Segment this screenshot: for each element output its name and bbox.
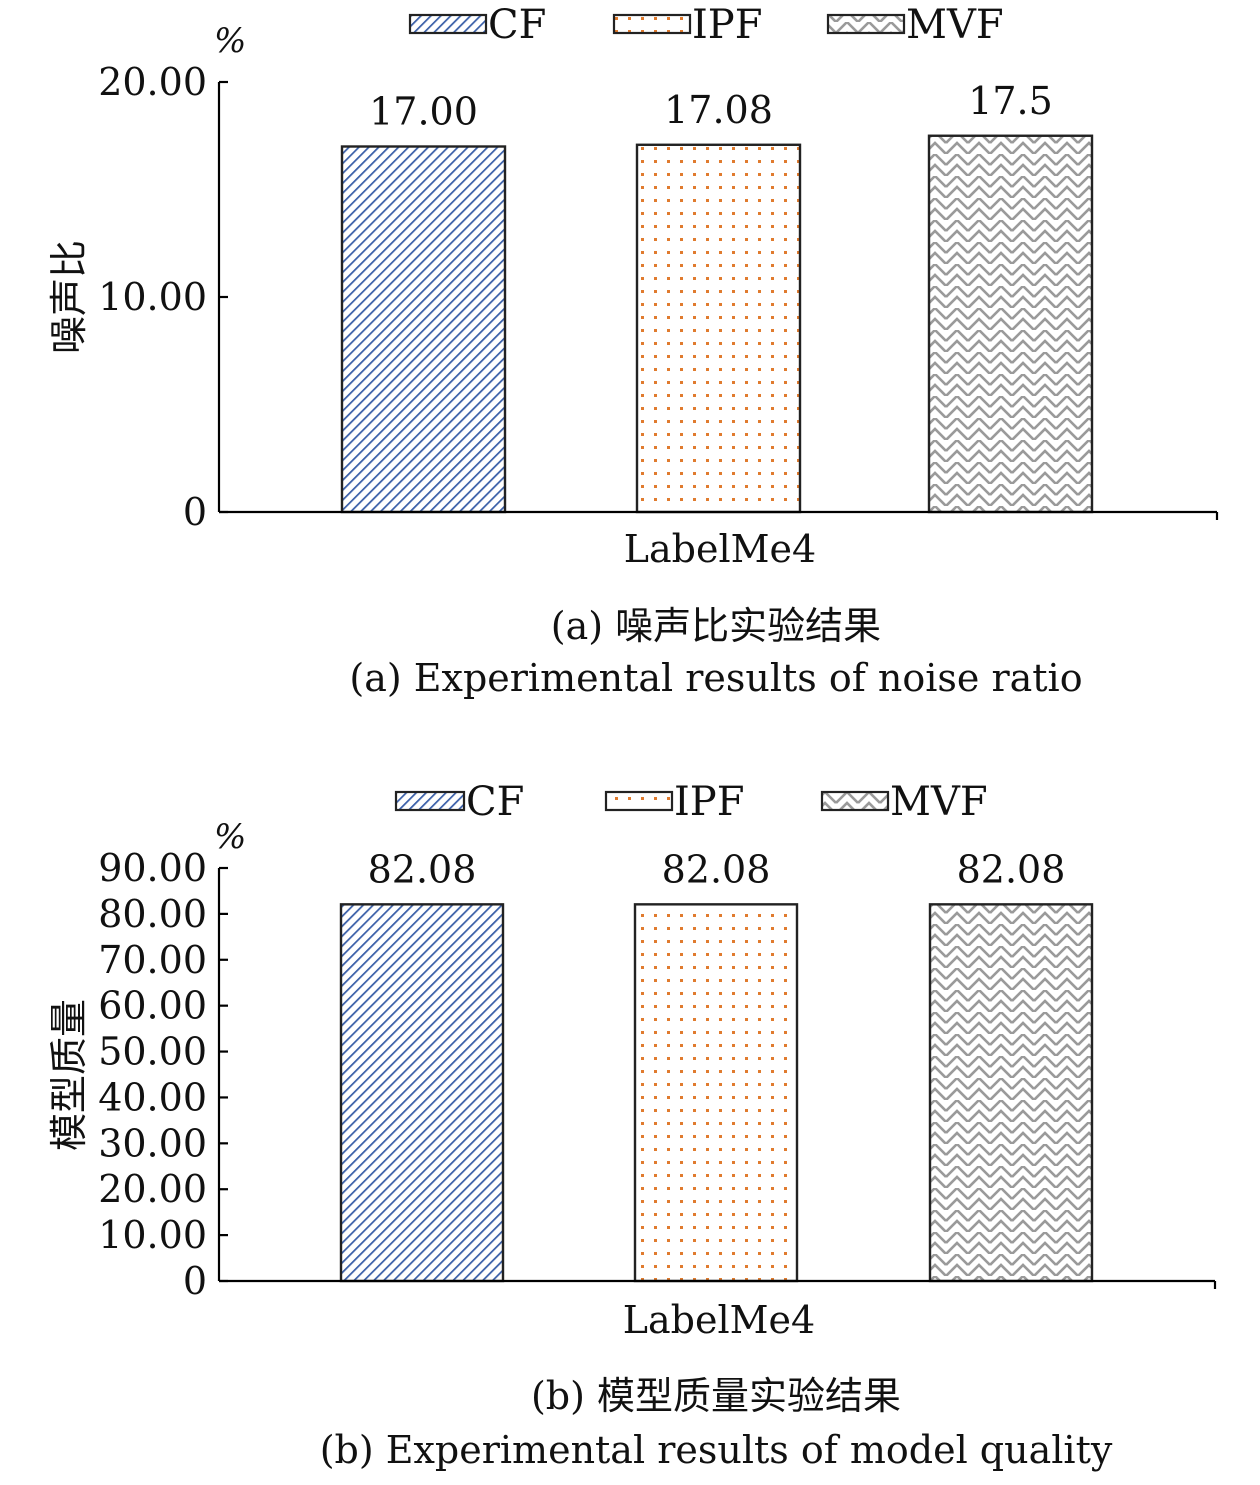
y-tick-label: 10.00 xyxy=(98,1213,207,1257)
bar-cf xyxy=(339,903,505,1283)
legend-label-ipf: IPF xyxy=(692,2,762,48)
y-tick-label: 10.00 xyxy=(98,275,207,319)
data-label-mvf: 17.5 xyxy=(968,79,1053,123)
chart-a-x-category: LabelMe4 xyxy=(624,527,816,571)
bar-cf xyxy=(340,145,507,514)
bar-mvf xyxy=(927,134,1094,514)
legend-swatch-cf xyxy=(394,790,466,812)
y-tick-label: 20.00 xyxy=(98,60,207,104)
legend-swatch-mvf xyxy=(820,790,890,812)
bar-mvf xyxy=(928,903,1094,1283)
chart-b-caption-zh: (b) 模型质量实验结果 xyxy=(531,1374,901,1418)
legend-label-cf: CF xyxy=(488,2,546,48)
chart-b-caption-en: (b) Experimental results of model qualit… xyxy=(320,1428,1113,1472)
chart-b-y-axis-label: 模型质量 xyxy=(47,999,91,1151)
chart-b-data-labels: 82.08 82.08 82.08 xyxy=(368,847,1066,891)
chart-a-bars xyxy=(340,134,1094,514)
y-tick-label: 0 xyxy=(183,1259,207,1303)
y-tick-label: 80.00 xyxy=(98,892,207,936)
data-label-cf: 82.08 xyxy=(368,847,477,891)
chart-a-y-ticks: 0 10.00 20.00 xyxy=(98,60,228,534)
chart-a-data-labels: 17.00 17.08 17.5 xyxy=(369,79,1053,134)
chart-b-bars xyxy=(339,903,1094,1283)
legend-swatch-mvf xyxy=(826,13,906,35)
chart-a-unit: % xyxy=(214,21,246,61)
chart-b-y-ticks: 010.0020.0030.0040.0050.0060.0070.0080.0… xyxy=(98,846,228,1303)
y-tick-label: 30.00 xyxy=(98,1121,207,1165)
chart-a-legend: CF IPF MVF xyxy=(408,2,1004,48)
chart-a-caption-en: (a) Experimental results of noise ratio xyxy=(349,656,1082,700)
bar-ipf xyxy=(633,903,799,1283)
y-tick-label: 0 xyxy=(183,490,207,534)
legend-swatch-cf xyxy=(408,13,488,35)
y-tick-label: 40.00 xyxy=(98,1075,207,1119)
data-label-ipf: 82.08 xyxy=(662,847,771,891)
legend-swatch-ipf xyxy=(604,790,674,812)
chart-b-unit: % xyxy=(214,817,246,857)
y-tick-label: 20.00 xyxy=(98,1167,207,1211)
data-label-cf: 17.00 xyxy=(369,90,478,134)
legend-swatch-ipf xyxy=(612,13,692,35)
y-tick-label: 50.00 xyxy=(98,1030,207,1074)
legend-label-cf: CF xyxy=(466,779,524,825)
chart-b: CF IPF MVF % 模型质量 010.0020.0030.0040.0050.… xyxy=(47,779,1217,1472)
legend-label-mvf: MVF xyxy=(906,2,1004,48)
bar-ipf xyxy=(635,143,802,514)
y-tick-label: 60.00 xyxy=(98,984,207,1028)
legend-label-mvf: MVF xyxy=(890,779,988,825)
data-label-ipf: 17.08 xyxy=(664,88,773,132)
y-tick-label: 90.00 xyxy=(98,846,207,890)
chart-b-x-category: LabelMe4 xyxy=(623,1298,815,1342)
legend-label-ipf: IPF xyxy=(674,779,744,825)
chart-b-legend: CF IPF MVF xyxy=(394,779,988,825)
chart-a-caption-zh: (a) 噪声比实验结果 xyxy=(551,604,881,648)
data-label-mvf: 82.08 xyxy=(957,847,1066,891)
chart-a-y-axis-label: 噪声比 xyxy=(47,240,91,354)
y-tick-label: 70.00 xyxy=(98,938,207,982)
